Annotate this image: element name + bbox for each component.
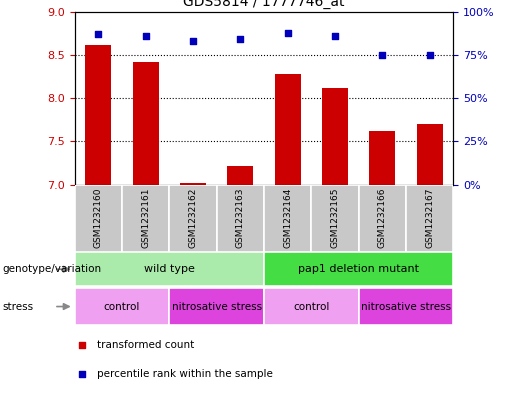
Text: GSM1232162: GSM1232162 <box>188 188 197 248</box>
Bar <box>75 185 122 252</box>
Bar <box>180 183 206 185</box>
Bar <box>217 185 264 252</box>
Bar <box>406 185 453 252</box>
Bar <box>264 288 358 325</box>
Bar <box>75 252 264 286</box>
Point <box>236 36 245 42</box>
Point <box>142 33 150 39</box>
Bar <box>169 288 264 325</box>
Title: GDS5814 / 1777746_at: GDS5814 / 1777746_at <box>183 0 345 9</box>
Bar <box>358 185 406 252</box>
Bar <box>75 288 169 325</box>
Bar <box>358 288 453 325</box>
Text: nitrosative stress: nitrosative stress <box>171 301 262 312</box>
Text: control: control <box>104 301 140 312</box>
Point <box>78 342 87 348</box>
Point <box>425 52 434 58</box>
Bar <box>227 166 253 185</box>
Text: GSM1232160: GSM1232160 <box>94 188 103 248</box>
Bar <box>311 185 358 252</box>
Bar <box>169 185 217 252</box>
Text: GSM1232164: GSM1232164 <box>283 188 292 248</box>
Text: pap1 deletion mutant: pap1 deletion mutant <box>298 264 419 274</box>
Text: nitrosative stress: nitrosative stress <box>361 301 451 312</box>
Point <box>94 31 102 37</box>
Bar <box>264 185 311 252</box>
Text: GSM1232167: GSM1232167 <box>425 188 434 248</box>
Bar <box>264 252 453 286</box>
Text: GSM1232166: GSM1232166 <box>377 188 387 248</box>
Point <box>378 52 386 58</box>
Point <box>78 371 87 377</box>
Text: GSM1232163: GSM1232163 <box>236 188 245 248</box>
Bar <box>85 45 111 185</box>
Text: transformed count: transformed count <box>97 340 195 350</box>
Bar <box>133 62 159 185</box>
Bar <box>417 124 442 185</box>
Point <box>283 29 291 36</box>
Point <box>189 38 197 44</box>
Text: GSM1232165: GSM1232165 <box>331 188 339 248</box>
Bar <box>122 185 169 252</box>
Text: GSM1232161: GSM1232161 <box>141 188 150 248</box>
Bar <box>369 131 395 185</box>
Text: wild type: wild type <box>144 264 195 274</box>
Point <box>331 33 339 39</box>
Text: genotype/variation: genotype/variation <box>3 264 101 274</box>
Text: control: control <box>293 301 330 312</box>
Text: percentile rank within the sample: percentile rank within the sample <box>97 369 273 379</box>
Bar <box>274 74 301 185</box>
Text: stress: stress <box>3 301 33 312</box>
Bar <box>322 88 348 185</box>
